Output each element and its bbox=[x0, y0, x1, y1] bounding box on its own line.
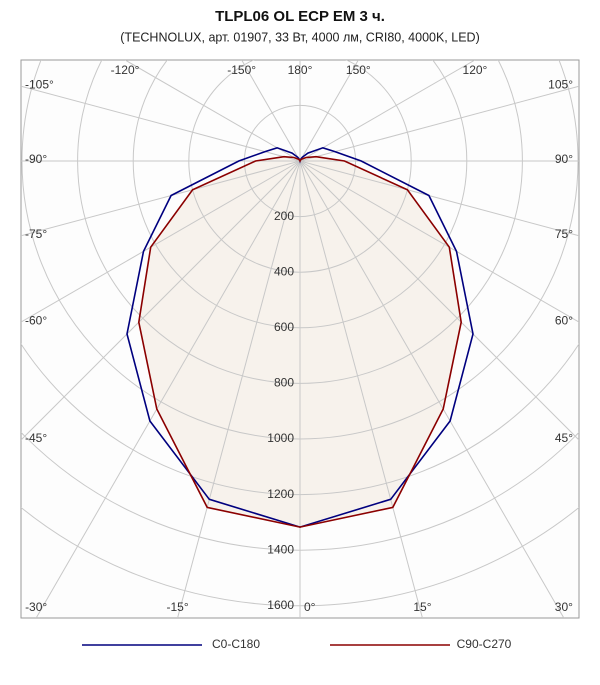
angle-label: 105° bbox=[548, 77, 573, 91]
radial-tick-label: 1400 bbox=[267, 542, 294, 556]
legend-label: C0-C180 bbox=[212, 637, 260, 651]
angle-label: 90° bbox=[555, 152, 573, 166]
radial-tick-label: 400 bbox=[274, 264, 294, 278]
grid-line bbox=[299, 60, 476, 162]
grid-line bbox=[124, 60, 301, 162]
angle-label: 0° bbox=[304, 600, 316, 614]
grid-line bbox=[299, 60, 359, 162]
grid-line bbox=[21, 85, 301, 162]
grid-line bbox=[299, 160, 423, 618]
angle-label: -60° bbox=[25, 313, 47, 327]
grid-line bbox=[21, 160, 301, 237]
radial-tick-label: 800 bbox=[274, 376, 294, 390]
grid-line bbox=[299, 160, 579, 323]
grid-line bbox=[299, 160, 579, 441]
angle-label: -30° bbox=[25, 600, 47, 614]
angle-label: 45° bbox=[555, 431, 573, 445]
chart-subtitle: (TECHNOLUX, арт. 01907, 33 Вт, 4000 лм, … bbox=[120, 30, 479, 44]
grid-line bbox=[35, 160, 301, 618]
grid-line bbox=[21, 160, 301, 441]
grid-line bbox=[299, 160, 579, 237]
chart-title: TLPL06 OL ECP EM 3 ч. bbox=[215, 8, 385, 25]
angle-label: -15° bbox=[166, 600, 188, 614]
radial-tick-label: 1200 bbox=[267, 487, 294, 501]
angle-label: -75° bbox=[25, 227, 47, 241]
angle-label: -45° bbox=[25, 431, 47, 445]
angle-label: 60° bbox=[555, 313, 573, 327]
grid-line bbox=[21, 160, 301, 323]
legend-label: C90-C270 bbox=[457, 637, 512, 651]
angle-label: -150° bbox=[227, 63, 256, 77]
grid-line bbox=[177, 160, 301, 618]
radial-tick-label: 600 bbox=[274, 320, 294, 334]
angle-label: 120° bbox=[463, 63, 488, 77]
angle-label: -90° bbox=[25, 152, 47, 166]
plot bbox=[21, 60, 579, 618]
series-line bbox=[137, 155, 463, 528]
angle-label: 30° bbox=[555, 600, 573, 614]
angle-label: 75° bbox=[555, 227, 573, 241]
labels: 180° -150° -120° -105° -90° -75° -60° -45° -30° -… bbox=[25, 63, 573, 651]
grid-line bbox=[299, 160, 565, 618]
angle-label: -105° bbox=[25, 77, 54, 91]
radial-tick-label: 200 bbox=[274, 209, 294, 223]
angle-label: -120° bbox=[111, 63, 140, 77]
grid-line bbox=[299, 85, 579, 162]
angle-label: 150° bbox=[346, 63, 371, 77]
angle-label: 180° bbox=[288, 63, 313, 77]
grid-line bbox=[241, 60, 301, 162]
angle-label: 15° bbox=[413, 600, 431, 614]
radial-tick-label: 1600 bbox=[267, 598, 294, 612]
radial-tick-label: 1000 bbox=[267, 431, 294, 445]
